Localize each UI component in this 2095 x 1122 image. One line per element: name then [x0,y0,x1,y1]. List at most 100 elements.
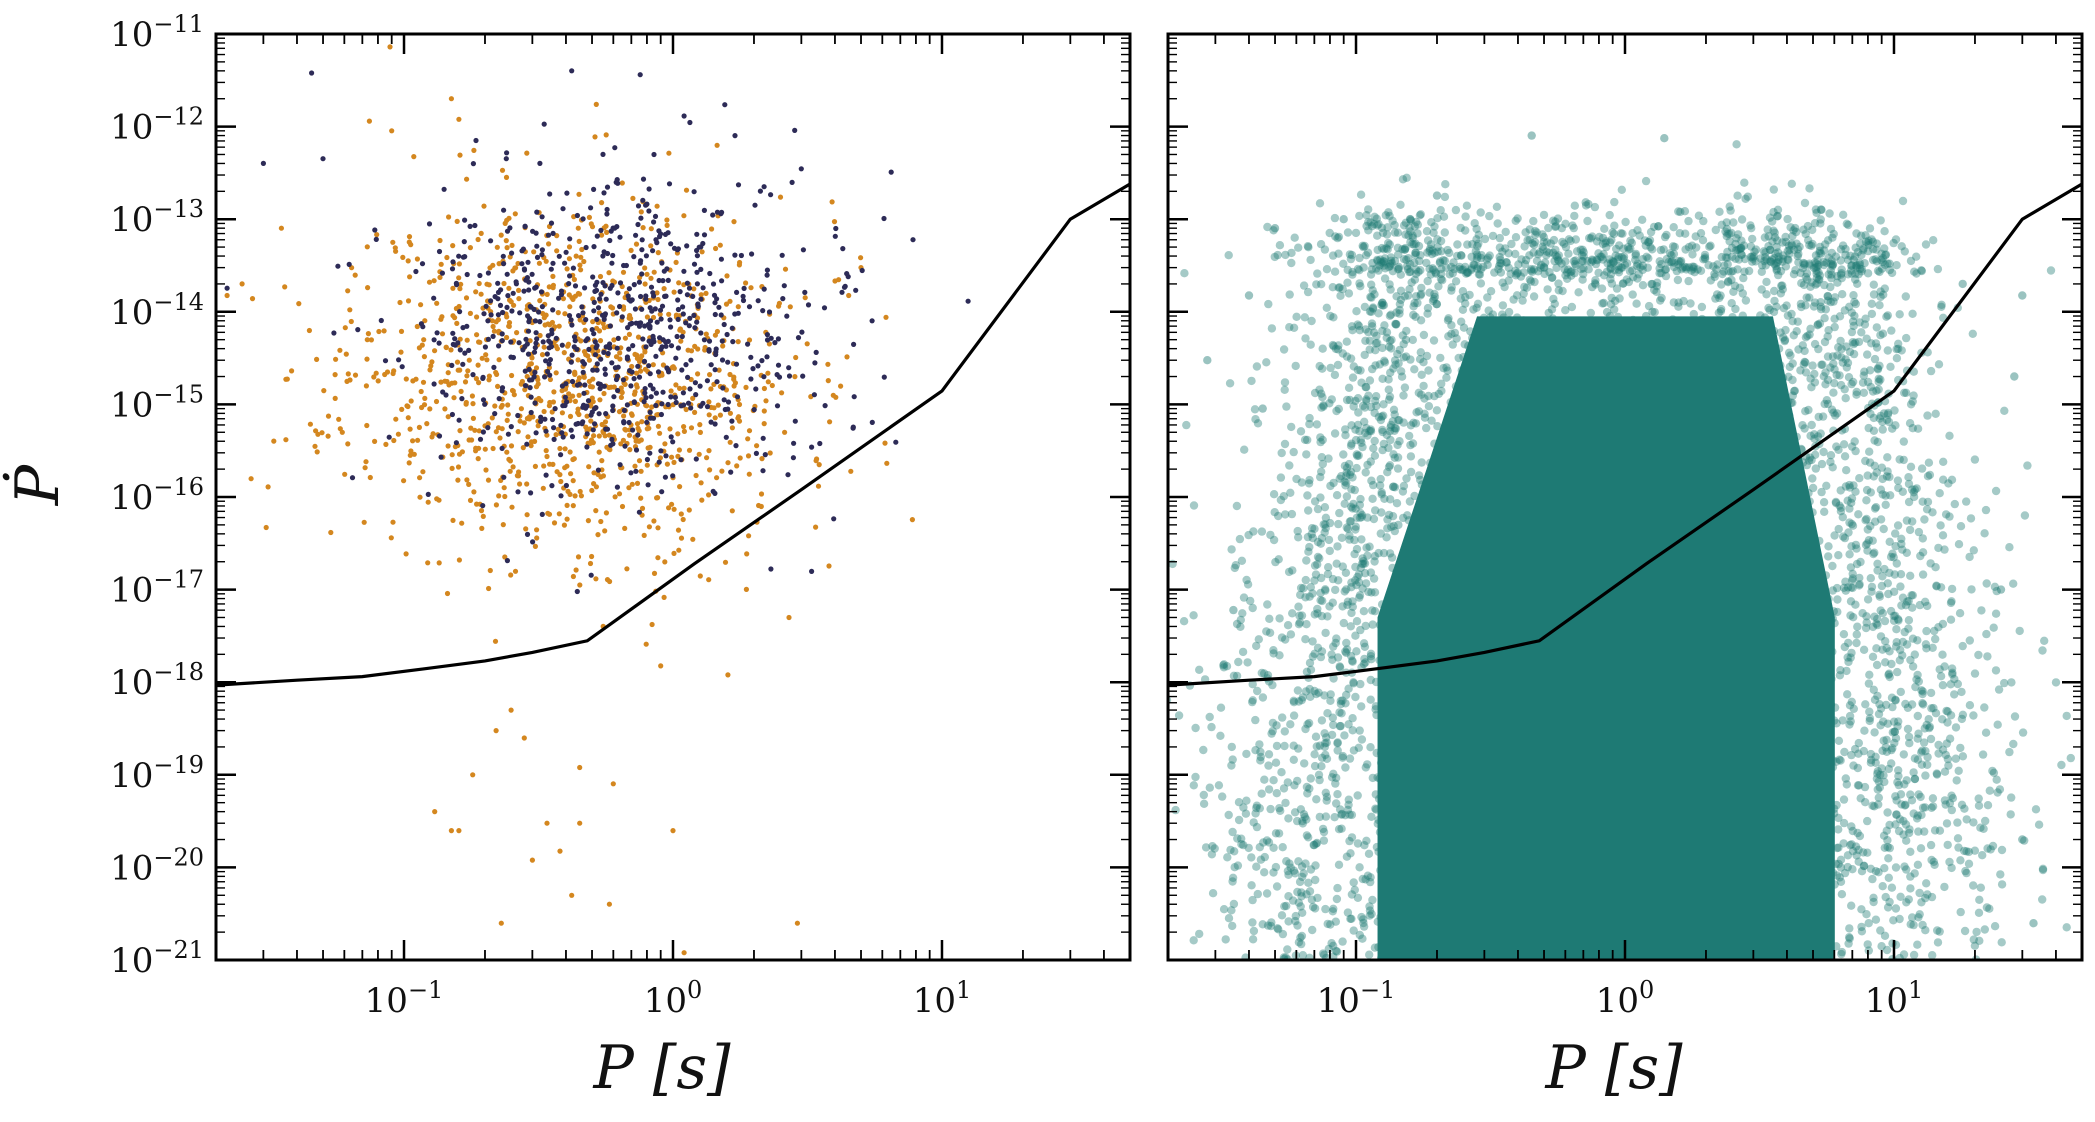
left-point [702,344,708,351]
right-point [1242,575,1251,585]
left-point [746,471,752,477]
right-point [1344,383,1354,392]
right-point [1884,873,1894,882]
right-point [1853,247,1863,257]
right-point [1227,742,1237,752]
right-point [1840,642,1850,652]
right-point [1749,252,1759,261]
right-point [1849,613,1858,622]
right-point [1207,722,1216,732]
right-point [1244,843,1253,853]
right-point [1321,812,1331,821]
right-point [1857,927,1867,936]
left-point [570,456,576,463]
left-point [452,444,458,450]
right-point [1873,559,1882,568]
right-point [1842,363,1852,372]
left-point [416,345,422,351]
left-point [679,367,685,373]
left-point [488,312,494,318]
left-point [712,332,719,338]
right-point [1885,537,1894,546]
left-point [706,338,713,344]
left-point [337,347,343,353]
left-point [631,399,638,406]
left-point [617,350,623,356]
right-point [1642,252,1651,261]
right-point [1545,248,1554,257]
right-point [1737,236,1746,245]
left-point [821,305,828,311]
left-point [599,200,605,206]
right-point [1356,190,1366,199]
left-point [622,525,628,532]
left-point [436,560,442,566]
left-point [399,364,405,370]
right-point [1771,261,1780,271]
left-point [496,357,502,363]
right-point [1815,248,1824,258]
left-point [489,415,495,421]
left-point [615,335,621,341]
left-point [644,462,650,468]
right-point [1866,864,1876,873]
right-point [1232,501,1242,511]
left-point [706,492,712,498]
right-point [1380,494,1389,503]
right-point [1363,871,1373,880]
right-point [1322,792,1332,801]
right-point [1253,419,1263,428]
right-point [1860,259,1869,268]
right-point [2023,461,2032,470]
right-point [1509,295,1518,304]
left-point [678,535,685,541]
right-point [1317,533,1327,543]
left-point [764,332,771,338]
right-point [1333,653,1343,662]
left-point [421,402,428,408]
right-point [1865,458,1875,467]
left-point [571,344,577,350]
left-point [624,566,630,572]
left-point [532,318,539,324]
right-point [1684,242,1694,252]
right-point [1641,176,1651,186]
right-point [1522,283,1532,292]
left-point [784,313,790,319]
left-point [487,567,493,574]
left-point [399,406,405,412]
left-point [694,253,701,259]
right-point [1372,401,1381,411]
right-point [1773,205,1783,214]
left-point [485,425,491,431]
left-point [677,484,683,490]
right-point [1782,301,1791,310]
left-point [569,434,576,440]
right-point [1786,223,1795,232]
right-point [1544,308,1553,318]
left-point [592,352,599,358]
left-point [653,390,660,396]
left-point [441,186,447,192]
left-point [671,550,677,557]
left-point [376,328,382,335]
left-point [701,232,708,238]
right-point [1303,789,1312,798]
left-point [439,331,446,337]
left-point [636,509,643,515]
left-point [384,369,391,375]
left-point [496,343,502,349]
right-point [1331,917,1341,926]
right-point [1930,860,1939,869]
left-point [671,289,677,295]
right-point [1298,951,1308,960]
right-point [1830,365,1839,374]
left-point [433,398,440,405]
left-point [694,247,700,254]
right-point [1958,710,1968,719]
right-point [1839,630,1849,639]
left-point [549,416,556,423]
right-point [1917,464,1927,473]
left-point [562,446,568,452]
right-point [1916,792,1925,802]
